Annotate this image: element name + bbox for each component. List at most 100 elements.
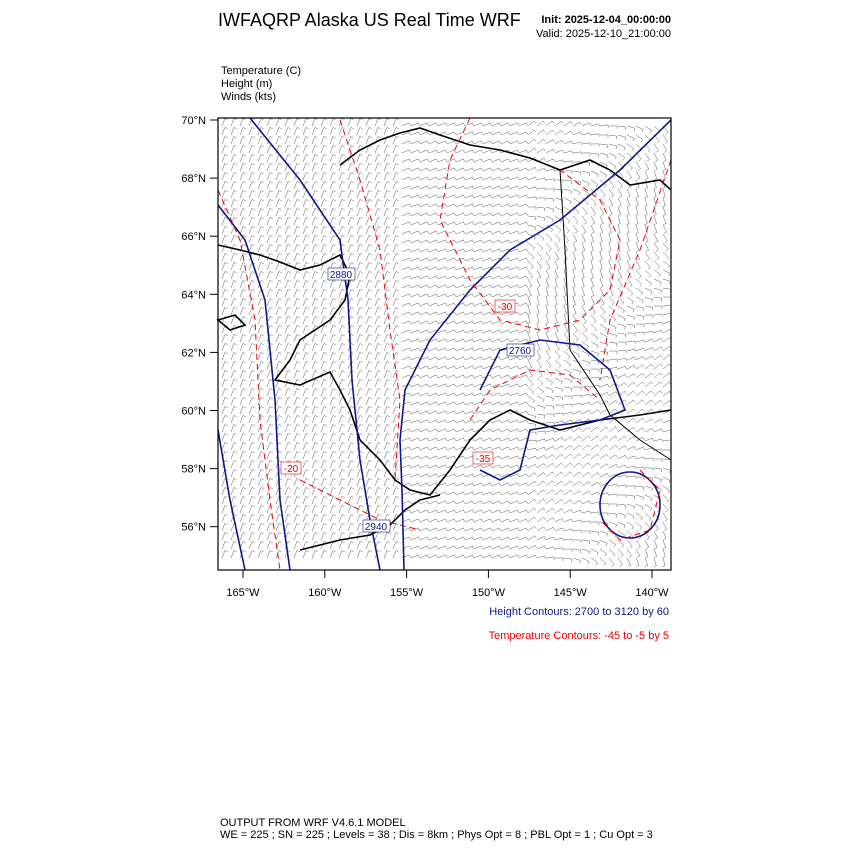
wind-barb	[293, 199, 300, 208]
wind-barb	[293, 505, 300, 514]
wind-barb	[590, 233, 594, 243]
wind-barb	[617, 287, 624, 297]
wind-barb	[572, 323, 578, 333]
wind-barb	[554, 233, 561, 243]
wind-barb	[482, 122, 492, 127]
wind-barb	[473, 482, 483, 487]
wind-barb	[563, 538, 573, 542]
wind-barb	[500, 527, 510, 532]
wind-barb	[221, 442, 228, 451]
wind-barb	[554, 537, 564, 541]
wind-barb	[302, 469, 309, 478]
wind-barb	[581, 462, 591, 469]
wind-barb	[527, 472, 537, 478]
wind-barb	[428, 446, 438, 451]
wind-barb	[311, 208, 318, 217]
wind-barb	[266, 190, 273, 199]
wind-barb	[608, 332, 617, 339]
wind-barb	[356, 487, 363, 496]
wind-barb	[473, 212, 483, 217]
wind-barb	[311, 505, 318, 514]
wind-barb	[563, 242, 569, 252]
wind-barb	[527, 535, 537, 541]
wind-barb	[410, 284, 420, 289]
wind-barb	[257, 280, 264, 289]
wind-barb	[600, 512, 609, 516]
wind-barb	[248, 487, 255, 496]
wind-barb	[608, 188, 614, 198]
wind-barb	[599, 188, 606, 198]
wind-barb	[446, 302, 456, 307]
wind-barb	[635, 251, 640, 261]
wind-barb	[347, 244, 354, 253]
wind-barb	[626, 251, 631, 261]
wind-barb	[266, 244, 273, 253]
wind-barb	[554, 341, 560, 351]
wind-barb	[626, 521, 634, 530]
wind-barb	[482, 356, 492, 361]
wind-barb	[221, 163, 228, 172]
wind-barb	[230, 496, 237, 505]
wind-barb	[248, 145, 255, 154]
wind-barb	[527, 464, 537, 469]
wind-barb	[239, 496, 246, 505]
wind-barb	[635, 305, 644, 312]
wind-barb	[518, 392, 528, 397]
wind-barb	[392, 154, 399, 163]
wind-barb	[347, 253, 354, 262]
wind-barb	[653, 329, 663, 334]
wind-barb	[527, 554, 537, 559]
wind-barb	[437, 401, 447, 406]
wind-barb	[320, 397, 327, 406]
wind-barb	[329, 451, 336, 460]
wind-barb	[329, 163, 336, 172]
wind-barb	[500, 365, 510, 370]
wind-barb	[626, 332, 636, 337]
wind-barb	[572, 188, 581, 196]
wind-barb	[509, 230, 519, 235]
wind-barb	[401, 212, 411, 217]
wind-barb	[437, 176, 447, 181]
wind-barb	[644, 152, 650, 162]
wind-barb	[572, 368, 581, 375]
wind-barb	[581, 520, 591, 524]
wind-barb	[545, 323, 549, 333]
wind-barb	[536, 269, 542, 279]
wind-barb	[275, 334, 282, 343]
wind-barb	[230, 469, 237, 478]
wind-barb	[275, 217, 282, 226]
wind-barb	[500, 392, 510, 397]
wind-barb	[617, 269, 622, 279]
wind-barb	[473, 464, 483, 469]
wind-barb	[374, 406, 381, 415]
wind-barb	[302, 127, 309, 136]
wind-barb	[356, 298, 363, 307]
wind-barb	[356, 406, 363, 415]
wind-barb	[608, 251, 612, 261]
wind-barb	[617, 548, 624, 558]
wind-barb	[374, 352, 381, 361]
wind-barb	[374, 532, 381, 541]
wind-barb	[536, 120, 546, 127]
wind-barb	[266, 199, 273, 208]
wind-barb	[644, 224, 648, 234]
wind-barb	[365, 433, 372, 442]
wind-barb	[527, 431, 537, 436]
wind-barb	[491, 131, 501, 136]
wind-barb	[482, 284, 492, 289]
wind-barb	[257, 451, 264, 460]
wind-barb	[410, 248, 420, 253]
wind-barb	[257, 388, 264, 397]
wind-barb	[356, 226, 363, 235]
wind-barb	[572, 462, 582, 469]
wind-barb	[509, 527, 519, 532]
wind-barb	[410, 509, 420, 514]
wind-barb	[293, 217, 300, 226]
wind-barb	[482, 446, 492, 451]
wind-barb	[392, 460, 399, 469]
wind-barb	[617, 278, 623, 288]
wind-barb	[626, 188, 631, 198]
wind-barb	[320, 523, 327, 532]
wind-barb	[527, 129, 537, 136]
wind-barb	[509, 383, 519, 388]
